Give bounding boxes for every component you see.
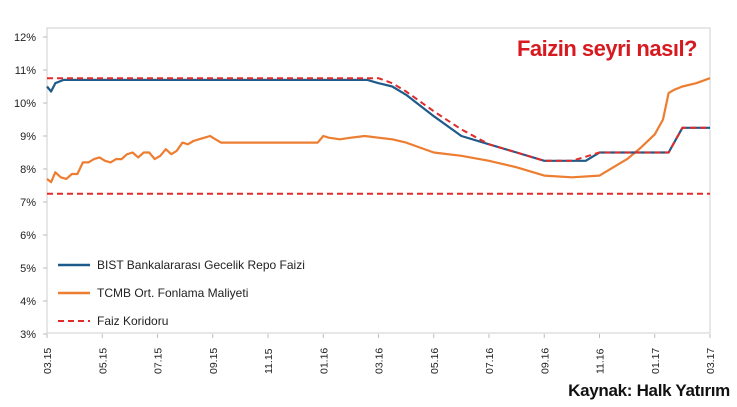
chart-source: Kaynak: Halk Yatırım bbox=[568, 381, 730, 400]
series-line-1 bbox=[46, 77, 711, 184]
legend: BIST Bankalararası Gecelik Repo Faizi TCM… bbox=[58, 258, 305, 328]
plot-frame bbox=[46, 27, 711, 334]
x-axis: 03.15 05.15 07.15 09.15 11.15 01.16 03.16 05.16… bbox=[42, 334, 717, 374]
series-layer bbox=[46, 77, 711, 195]
y-tick-label: 3% bbox=[20, 329, 36, 341]
y-tick-label: 8% bbox=[20, 164, 36, 176]
legend-label-2: Faiz Koridoru bbox=[97, 314, 168, 328]
x-tick-label: 09.15 bbox=[208, 348, 220, 374]
y-tick-label: 7% bbox=[20, 197, 36, 209]
series-line-3 bbox=[47, 77, 710, 162]
legend-label-0: BIST Bankalararası Gecelik Repo Faizi bbox=[97, 258, 305, 272]
y-tick-label: 11% bbox=[15, 65, 36, 77]
y-tick-label: 5% bbox=[20, 263, 36, 275]
legend-label-1: TCMB Ort. Fonlama Maliyeti bbox=[97, 286, 248, 300]
y-tick-label: 9% bbox=[20, 131, 36, 143]
x-tick-label: 03.16 bbox=[374, 348, 386, 374]
x-tick-label: 03.17 bbox=[705, 348, 717, 374]
x-tick-label: 03.15 bbox=[42, 348, 54, 374]
y-tick-label: 10% bbox=[14, 98, 36, 110]
x-tick-label: 09.16 bbox=[539, 348, 551, 374]
y-tick-label: 6% bbox=[20, 230, 36, 242]
x-tick-label: 05.16 bbox=[429, 348, 441, 374]
x-tick-label: 01.16 bbox=[318, 348, 330, 374]
x-tick-label: 01.17 bbox=[650, 348, 662, 374]
y-axis: 3% 4% 5% 6% 7% 8% 9% 10% 11% 12% bbox=[14, 32, 47, 341]
x-tick-label: 07.16 bbox=[484, 348, 496, 374]
chart-title: Faizin seyri nasıl? bbox=[517, 36, 697, 61]
y-tick-label: 12% bbox=[14, 32, 36, 44]
x-tick-label: 11.16 bbox=[595, 348, 607, 374]
x-tick-label: 05.15 bbox=[97, 348, 109, 374]
y-tick-label: 4% bbox=[20, 296, 36, 308]
x-tick-label: 07.15 bbox=[153, 348, 165, 374]
x-tick-label: 11.15 bbox=[263, 348, 275, 374]
